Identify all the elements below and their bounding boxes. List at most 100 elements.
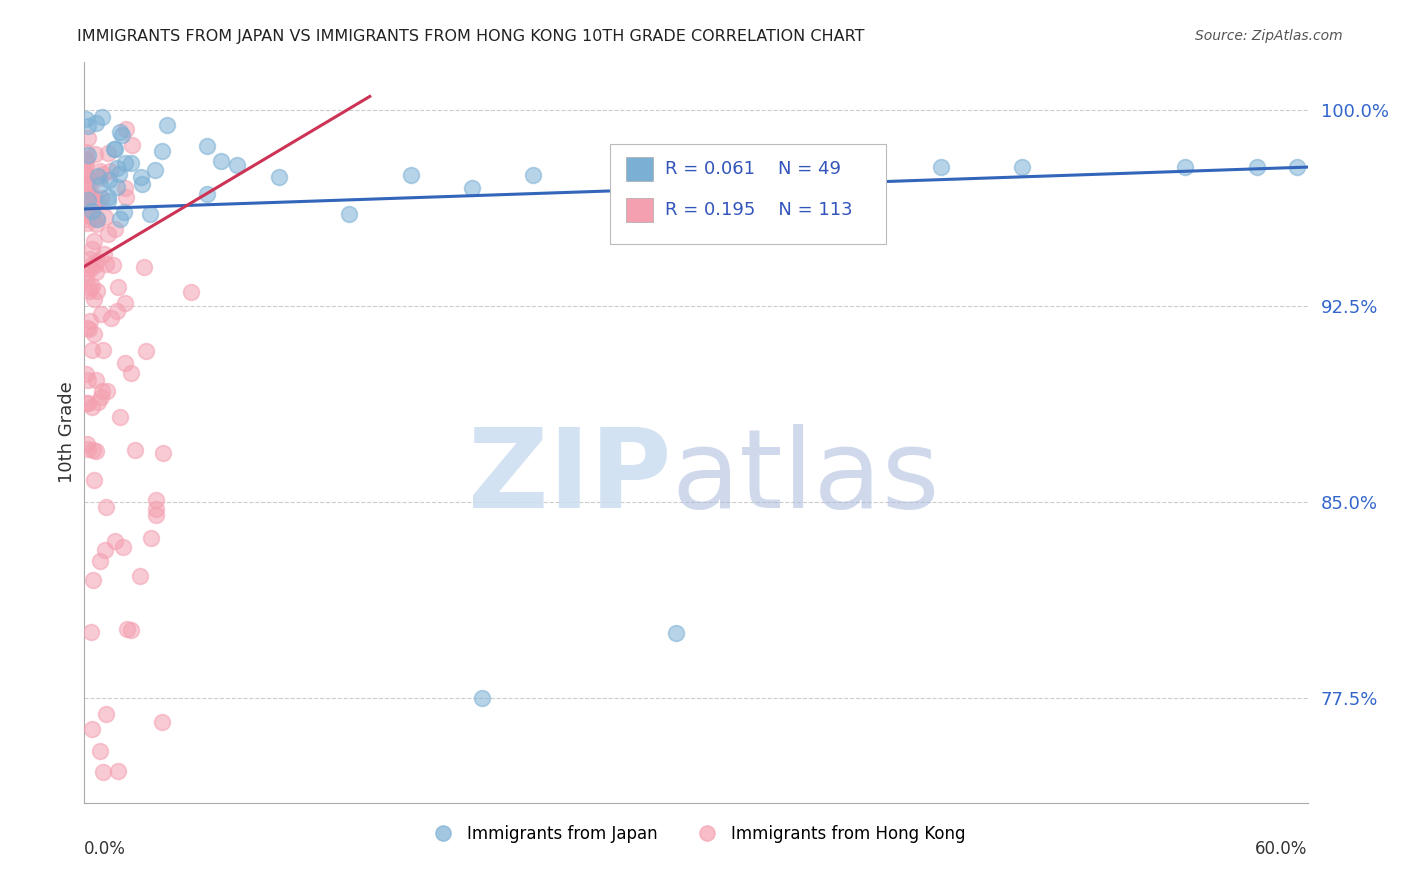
Point — [97, 227, 120, 242]
Point — [91, 764, 114, 779]
Point — [75, 145, 97, 159]
Point — [152, 445, 174, 459]
Point — [83, 326, 105, 341]
Point — [143, 162, 166, 177]
Point — [83, 259, 105, 273]
Point — [80, 625, 103, 640]
Point — [114, 122, 136, 136]
Point — [75, 112, 97, 126]
Point — [98, 164, 121, 178]
Point — [77, 147, 100, 161]
Point — [82, 210, 104, 224]
Point — [79, 284, 101, 298]
Point — [111, 128, 134, 142]
Point — [90, 306, 112, 320]
Point — [80, 723, 103, 737]
Point — [75, 164, 97, 178]
Point — [150, 714, 173, 729]
Point — [91, 343, 114, 358]
Point — [75, 271, 97, 285]
Point — [339, 207, 361, 221]
Point — [112, 205, 135, 219]
Point — [104, 222, 127, 236]
Point — [75, 169, 97, 184]
Point — [522, 168, 544, 182]
Point — [120, 155, 142, 169]
Point — [139, 531, 162, 545]
Point — [94, 543, 117, 558]
Point — [665, 625, 688, 640]
Point — [79, 314, 101, 328]
Point — [787, 160, 810, 174]
Point — [108, 125, 131, 139]
Point — [82, 278, 104, 293]
Point — [139, 207, 162, 221]
Point — [82, 573, 104, 587]
Point — [79, 252, 101, 266]
Point — [77, 396, 100, 410]
Point — [94, 257, 117, 271]
Point — [80, 203, 103, 218]
Point — [84, 264, 107, 278]
Point — [471, 691, 494, 706]
Point — [91, 167, 114, 181]
Point — [107, 161, 129, 176]
Text: R = 0.195    N = 113: R = 0.195 N = 113 — [665, 201, 853, 219]
Point — [1011, 160, 1033, 174]
Point — [82, 191, 104, 205]
Point — [1246, 160, 1268, 174]
Text: IMMIGRANTS FROM JAPAN VS IMMIGRANTS FROM HONG KONG 10TH GRADE CORRELATION CHART: IMMIGRANTS FROM JAPAN VS IMMIGRANTS FROM… — [77, 29, 865, 44]
Point — [129, 170, 152, 185]
Point — [114, 356, 136, 370]
Point — [848, 160, 870, 174]
Point — [77, 189, 100, 203]
Point — [150, 145, 173, 159]
Point — [77, 187, 100, 202]
Point — [80, 258, 103, 272]
Point — [75, 265, 97, 279]
Point — [97, 189, 120, 203]
Point — [79, 199, 101, 213]
Point — [83, 234, 105, 248]
Point — [77, 442, 100, 457]
Point — [86, 169, 108, 183]
Point — [399, 168, 422, 182]
Point — [86, 284, 108, 298]
Text: atlas: atlas — [672, 424, 941, 531]
Point — [84, 217, 107, 231]
Point — [75, 396, 97, 410]
Point — [75, 211, 97, 226]
Point — [145, 502, 167, 516]
Point — [180, 285, 202, 299]
Point — [90, 191, 112, 205]
Point — [145, 493, 167, 508]
Point — [1286, 160, 1309, 174]
Point — [80, 242, 103, 256]
Point — [96, 384, 118, 398]
Point — [195, 187, 218, 202]
Point — [90, 390, 112, 404]
Point — [105, 304, 128, 318]
Point — [79, 322, 101, 336]
Point — [108, 409, 131, 424]
Point — [124, 442, 146, 457]
Point — [929, 160, 952, 174]
Point — [624, 173, 647, 187]
Point — [461, 181, 484, 195]
Point — [105, 180, 128, 194]
Point — [89, 744, 111, 758]
Point — [83, 473, 105, 487]
Point — [84, 443, 107, 458]
Point — [89, 163, 111, 178]
FancyBboxPatch shape — [626, 198, 654, 221]
Point — [76, 216, 98, 230]
Point — [89, 554, 111, 568]
Point — [94, 706, 117, 721]
Point — [107, 280, 129, 294]
Point — [89, 178, 111, 192]
Point — [77, 177, 100, 191]
Point — [107, 764, 129, 778]
Point — [82, 198, 104, 212]
Text: Source: ZipAtlas.com: Source: ZipAtlas.com — [1195, 29, 1343, 43]
Point — [75, 367, 97, 381]
